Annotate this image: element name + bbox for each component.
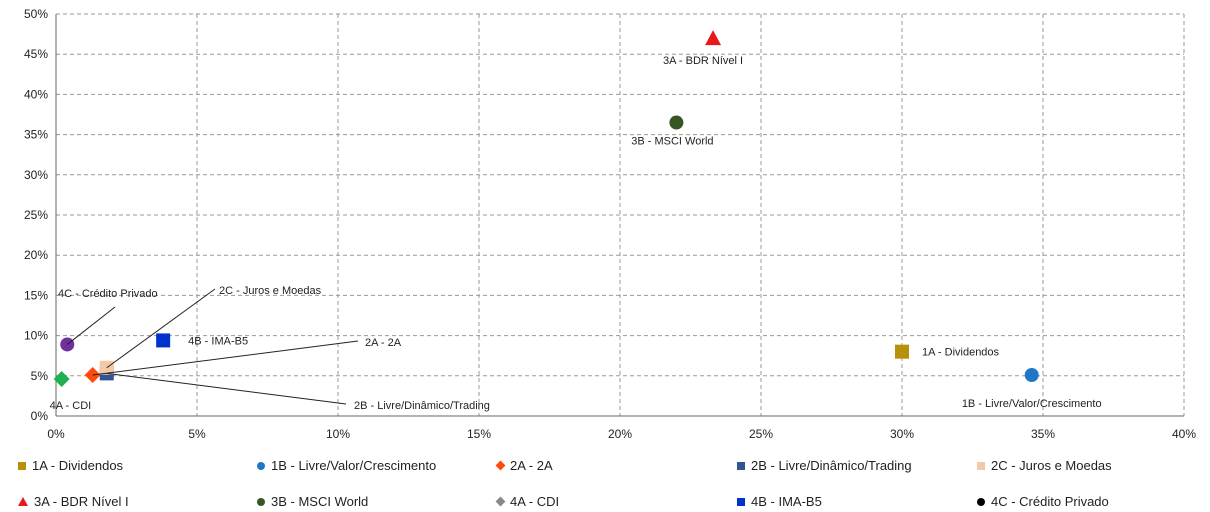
- legend-label: 4B - IMA-B5: [751, 494, 822, 509]
- x-tick-label: 0%: [47, 427, 65, 441]
- leader-line-2a-2a: [92, 340, 359, 376]
- y-tick-label: 30%: [24, 168, 48, 182]
- point-4a-cdi: [53, 371, 70, 388]
- y-tick-label: 10%: [24, 329, 48, 343]
- legend-label: 3B - MSCI World: [271, 494, 369, 509]
- legend-item: 2A - 2A: [495, 458, 553, 473]
- data-label-2b-livre-din-mico-trading: 2B - Livre/Dinâmico/Trading: [354, 400, 490, 412]
- legend-item: 3B - MSCI World: [257, 494, 368, 509]
- legend-item: 4B - IMA-B5: [737, 494, 822, 509]
- legend-marker-icon: [18, 497, 28, 506]
- legend-marker-icon: [495, 496, 506, 507]
- legend-marker-icon: [495, 460, 506, 471]
- y-tick-label: 40%: [24, 87, 48, 101]
- legend-label: 3A - BDR Nível I: [34, 494, 129, 509]
- legend-marker-icon: [18, 461, 26, 470]
- y-tick-label: 50%: [24, 7, 48, 21]
- legend-label: 2C - Juros e Moedas: [991, 458, 1112, 473]
- legend-item: 1B - Livre/Valor/Crescimento: [257, 458, 436, 473]
- leader-line-2b-livre-din-mico-trading: [106, 372, 347, 405]
- legend-item: 4C - Crédito Privado: [977, 494, 1109, 509]
- data-label-2a-2a: 2A - 2A: [365, 337, 402, 349]
- legend-item: 4A - CDI: [495, 494, 560, 509]
- legend-label: 2A - 2A: [510, 458, 553, 473]
- data-label-1a-dividendos: 1A - Dividendos: [922, 347, 1000, 359]
- y-tick-label: 5%: [31, 369, 49, 383]
- x-tick-label: 20%: [608, 427, 632, 441]
- y-tick-label: 15%: [24, 288, 48, 302]
- data-label-4b-ima-b5: 4B - IMA-B5: [188, 335, 248, 347]
- legend-item: 3A - BDR Nível I: [18, 494, 129, 509]
- leader-line-2c-juros-e-moedas: [106, 288, 216, 369]
- y-tick-label: 25%: [24, 208, 48, 222]
- point-3b-msci-world: [669, 115, 684, 130]
- y-tick-label: 45%: [24, 47, 48, 61]
- y-tick-label: 0%: [31, 409, 49, 423]
- legend-label: 4C - Crédito Privado: [991, 494, 1109, 509]
- plot-area: 0% 5% 10% 15% 20% 25% 30% 35% 40% 45% 50% 0% 5% 10% 15…: [24, 7, 1196, 441]
- data-label-3b-msci-world: 3B - MSCI World: [631, 136, 713, 148]
- x-tick-label: 10%: [326, 427, 350, 441]
- point-1a-dividendos: [895, 344, 909, 359]
- legend-label: 1B - Livre/Valor/Crescimento: [271, 458, 437, 473]
- legend-marker-icon: [977, 497, 985, 506]
- point-1b-livre-valor-crescimento: [1024, 367, 1039, 382]
- data-label-4a-cdi: 4A - CDI: [50, 400, 92, 412]
- y-tick-label: 35%: [24, 128, 48, 142]
- legend-marker-icon: [257, 497, 265, 506]
- x-tick-label: 35%: [1031, 427, 1055, 441]
- y-tick-label: 20%: [24, 248, 48, 262]
- data-label-1b-livre-valor-crescimento: 1B - Livre/Valor/Crescimento: [962, 398, 1102, 410]
- legend-item: 2B - Livre/Dinâmico/Trading: [737, 458, 912, 473]
- leader-line-4c-cr-dito-privado: [66, 306, 116, 345]
- legend-label: 4A - CDI: [510, 494, 560, 509]
- legend-label: 2B - Livre/Dinâmico/Trading: [751, 458, 912, 473]
- legend-marker-icon: [737, 497, 745, 506]
- x-tick-label: 5%: [188, 427, 206, 441]
- legend-marker-icon: [257, 461, 265, 470]
- legend-item: 2C - Juros e Moedas: [977, 458, 1112, 473]
- legend: 1A - Dividendos 1B - Livre/Valor/Crescime…: [0, 452, 1210, 512]
- data-label-3a-bdr-n-vel-i: 3A - BDR Nível I: [663, 55, 743, 67]
- point-4b-ima-b5: [156, 333, 171, 348]
- x-tick-label: 15%: [467, 427, 491, 441]
- data-label-2c-juros-e-moedas: 2C - Juros e Moedas: [219, 285, 322, 297]
- data-label-4c-cr-dito-privado: 4C - Crédito Privado: [58, 288, 158, 300]
- legend-item: 1A - Dividendos: [18, 458, 123, 473]
- legend-marker-icon: [977, 461, 985, 470]
- x-tick-label: 25%: [749, 427, 773, 441]
- legend-marker-icon: [737, 461, 745, 470]
- legend-label: 1A - Dividendos: [32, 458, 124, 473]
- x-tick-label: 40%: [1172, 427, 1196, 441]
- point-3a-bdr-n-vel-i: [705, 30, 722, 46]
- x-tick-label: 30%: [890, 427, 914, 441]
